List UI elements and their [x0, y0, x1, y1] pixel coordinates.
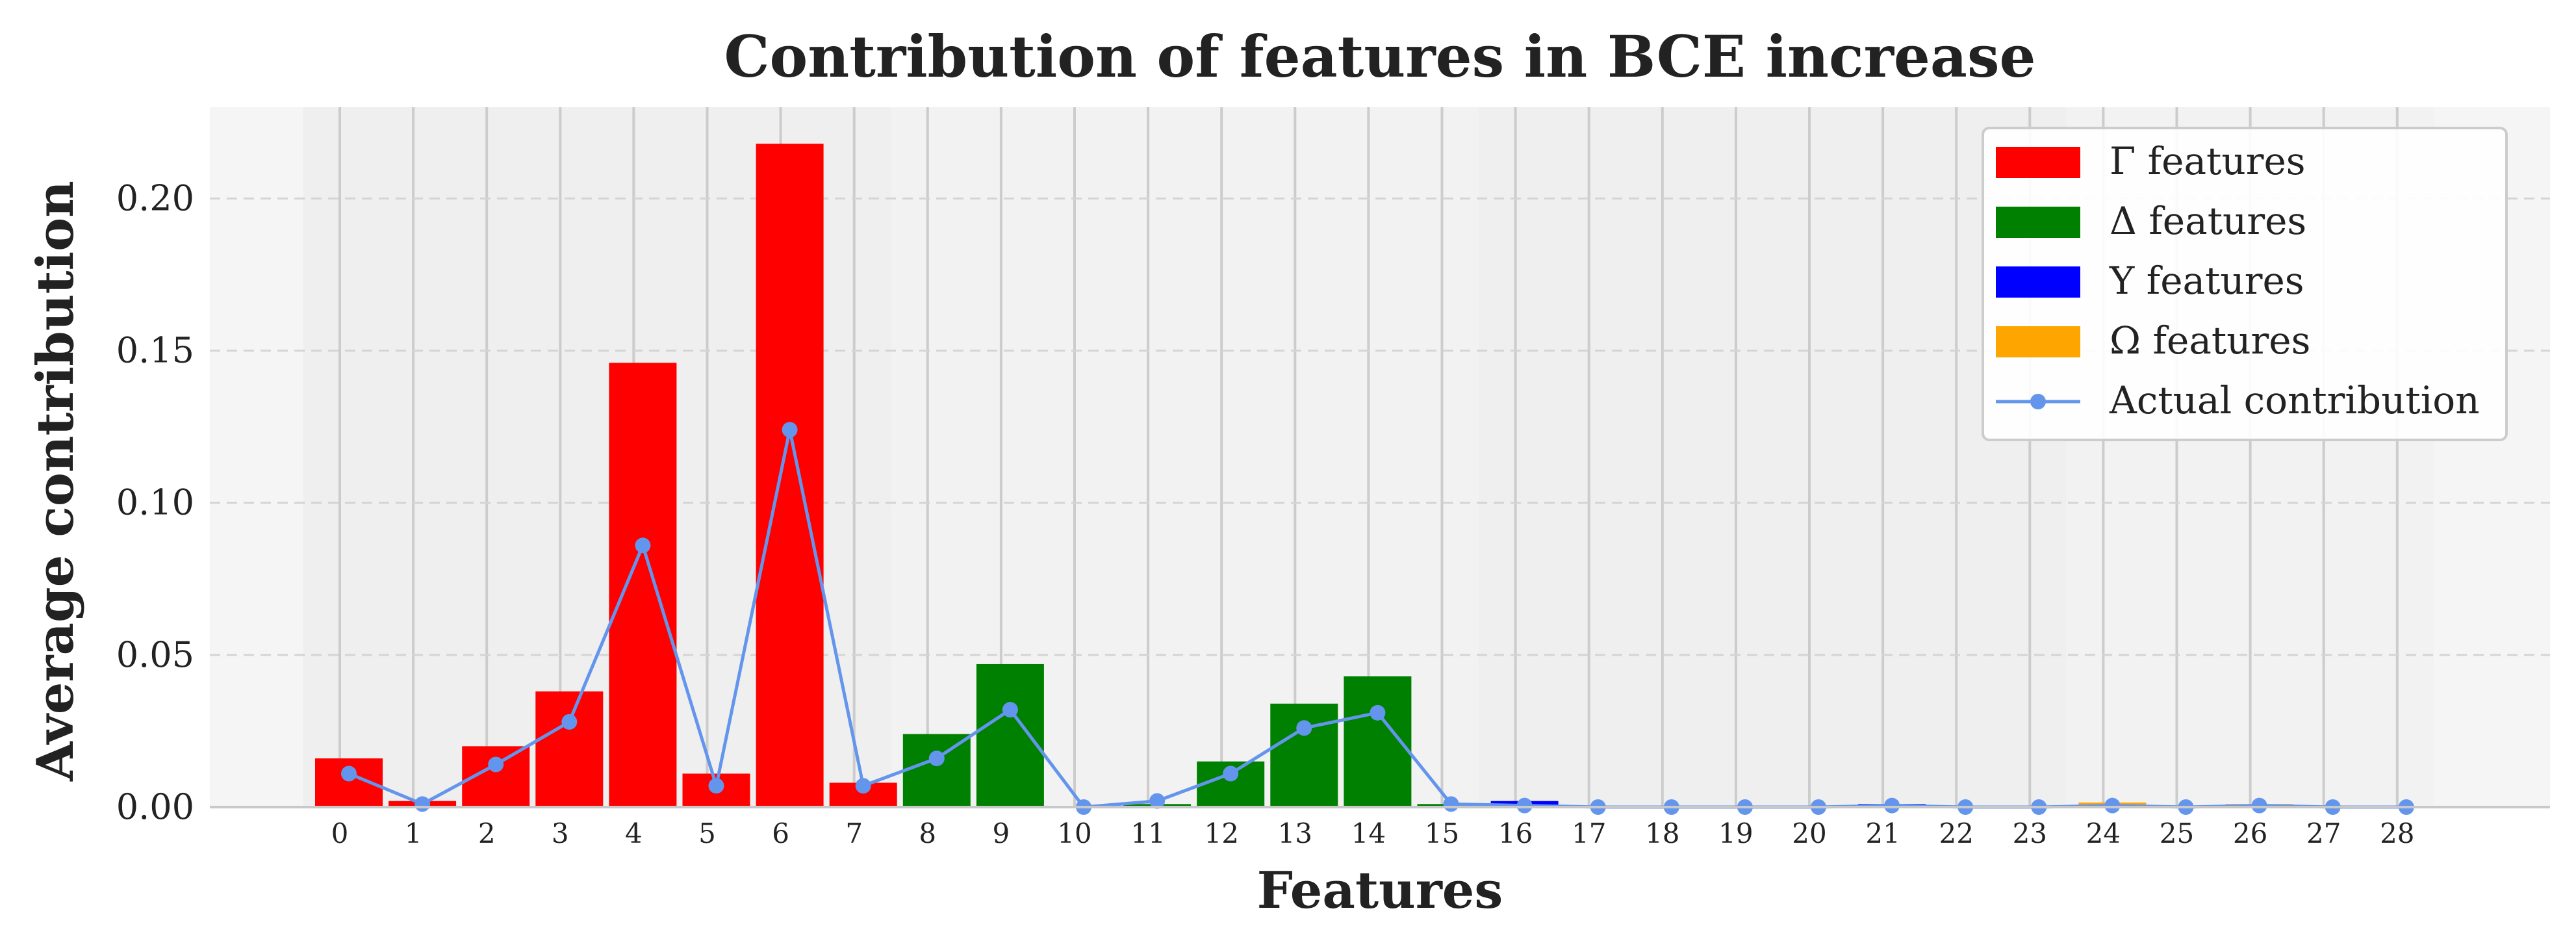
line-point-feature-4	[635, 537, 651, 554]
legend-items: Γ features Δ features Υ features Ω features…	[1996, 139, 2480, 422]
x-tick-label: 25	[2160, 817, 2194, 849]
legend-swatch	[1996, 266, 2080, 298]
line-point-feature-6	[782, 422, 798, 438]
x-tick-label: 17	[1572, 817, 1606, 849]
legend-swatch	[1996, 326, 2080, 357]
bar-feature-6	[756, 144, 824, 808]
x-tick-label: 19	[1718, 817, 1753, 849]
x-tick-label: 11	[1130, 817, 1165, 849]
legend-label: Γ features	[2110, 139, 2306, 183]
line-point-feature-12	[1223, 765, 1239, 782]
x-tick-label: 6	[772, 817, 789, 849]
x-tick-label: 26	[2233, 817, 2267, 849]
x-tick-labels: 0 1 2 3 4 5 6 7 8 9 10 11 12 13 14 15 16 17 18 19 20 21 22 23 24…	[331, 817, 2415, 849]
x-tick-label: 16	[1498, 817, 1533, 849]
chart-title: Contribution of features in BCE increase	[724, 23, 2036, 90]
legend-box	[1982, 127, 2508, 441]
bars	[315, 144, 2293, 808]
x-tick-label: 7	[845, 817, 863, 849]
line-point-feature-14	[1370, 704, 1386, 721]
x-tick-label: 13	[1278, 817, 1312, 849]
line-point-feature-21	[1884, 797, 1900, 814]
bar-feature-3	[535, 691, 604, 807]
x-tick-label: 8	[919, 817, 936, 849]
x-tick-label: 9	[993, 817, 1010, 849]
x-tick-label: 12	[1204, 817, 1238, 849]
legend-label: Υ features	[2109, 259, 2304, 303]
line-point-feature-9	[1002, 702, 1018, 718]
line-point-feature-7	[855, 778, 871, 794]
line-point-feature-11	[1149, 793, 1166, 809]
x-tick-label: 4	[625, 817, 643, 849]
x-tick-label: 18	[1645, 817, 1679, 849]
legend-label: Δ features	[2110, 199, 2306, 243]
line-point-feature-26	[2251, 797, 2267, 814]
line-point-feature-2	[488, 756, 504, 773]
legend-label: Actual contribution	[2109, 378, 2480, 422]
bar-feature-8	[902, 734, 971, 807]
x-tick-label: 14	[1351, 817, 1386, 849]
y-axis-label: Average contribution	[26, 181, 85, 782]
x-tick-label: 10	[1057, 817, 1091, 849]
line-point-feature-8	[928, 751, 945, 767]
legend: Γ features Δ features Υ features Ω features…	[1982, 127, 2508, 441]
line-point-feature-16	[1516, 797, 1533, 814]
x-tick-label: 1	[405, 817, 422, 849]
line-point-feature-13	[1296, 720, 1312, 736]
group-band	[1479, 107, 2067, 807]
y-tick-label: 0.05	[116, 634, 194, 675]
y-tick-labels: 0.00 0.05 0.10 0.15 0.20	[116, 177, 194, 827]
legend-label: Ω features	[2110, 318, 2310, 363]
x-tick-label: 21	[1865, 817, 1900, 849]
line-point-feature-0	[341, 765, 357, 782]
line-point-feature-3	[561, 714, 578, 730]
line-point-feature-5	[708, 778, 724, 794]
legend-swatch	[1996, 147, 2080, 178]
line-point-feature-24	[2104, 797, 2121, 814]
y-tick-label: 0.20	[116, 177, 194, 218]
line-point-feature-1	[414, 796, 431, 812]
x-axis-label: Features	[1257, 861, 1503, 920]
x-tick-label: 15	[1425, 817, 1459, 849]
bar-feature-9	[976, 663, 1044, 807]
y-tick-label: 0.15	[116, 330, 194, 371]
y-tick-label: 0.00	[116, 786, 194, 827]
x-tick-label: 23	[2013, 817, 2047, 849]
x-tick-label: 24	[2086, 817, 2121, 849]
legend-line-marker	[2030, 394, 2046, 409]
x-tick-label: 3	[552, 817, 569, 849]
x-tick-label: 27	[2306, 817, 2341, 849]
bar-feature-4	[609, 363, 677, 807]
x-tick-label: 5	[698, 817, 716, 849]
y-tick-label: 0.10	[116, 482, 194, 523]
x-tick-label: 20	[1792, 817, 1826, 849]
legend-swatch	[1996, 207, 2080, 238]
x-tick-label: 0	[331, 817, 349, 849]
x-tick-label: 28	[2380, 817, 2414, 849]
x-tick-label: 22	[1939, 817, 1973, 849]
x-tick-label: 2	[478, 817, 496, 849]
line-point-feature-15	[1443, 796, 1459, 812]
bar-feature-13	[1270, 703, 1338, 807]
